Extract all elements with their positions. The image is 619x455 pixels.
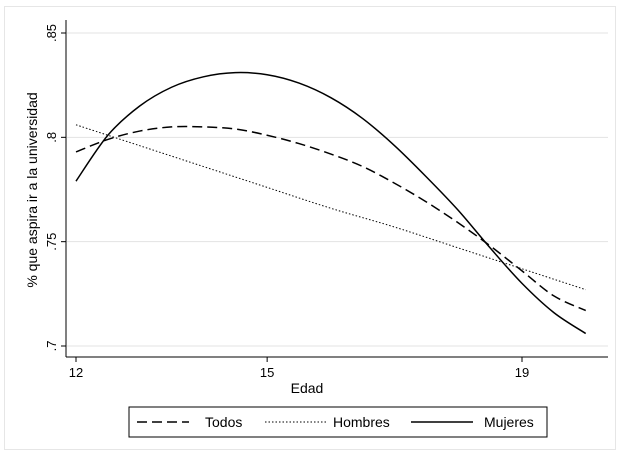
legend: Todos Hombres Mujeres: [128, 406, 548, 438]
y-axis-title: % que aspira ir a la universidad: [24, 92, 40, 287]
chart-frame: [4, 6, 616, 450]
series-line-mujeres: [75, 71, 587, 335]
x-tick-label-1: 15: [260, 365, 274, 380]
y-tick-label-2: .8: [44, 132, 59, 143]
y-tick-label-3: .85: [44, 24, 59, 42]
legend-label-mujeres: Mujeres: [484, 414, 534, 430]
axes-layer: .7 .75 .8 .85 12 15 19: [44, 20, 608, 380]
x-tick-label-2: 19: [515, 365, 529, 380]
legend-label-todos: Todos: [205, 414, 242, 430]
legend-label-hombres: Hombres: [333, 414, 390, 430]
y-tick-label-1: .75: [44, 233, 59, 251]
series-layer: [75, 71, 587, 335]
y-tick-label-0: .7: [44, 341, 59, 352]
legend-items: Todos Hombres Mujeres: [137, 414, 534, 430]
x-tick-label-0: 12: [69, 365, 83, 380]
series-line-todos: [75, 125, 587, 312]
legend-box: [128, 406, 548, 438]
series-line-hombres: [75, 124, 586, 291]
grid-layer: [67, 32, 608, 347]
x-axis-title: Edad: [291, 380, 324, 396]
